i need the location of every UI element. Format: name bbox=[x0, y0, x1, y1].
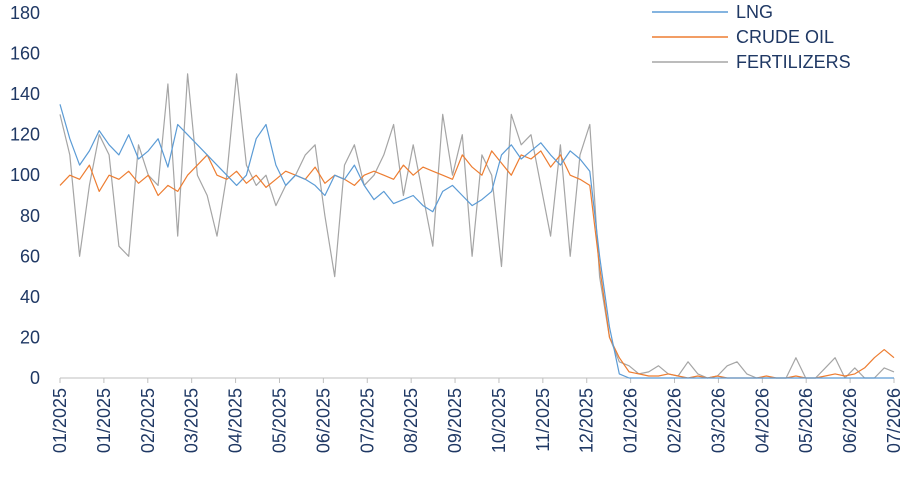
x-tick-label: 01/2026 bbox=[621, 388, 641, 453]
legend: LNG CRUDE OIL FERTILIZERS bbox=[652, 2, 851, 72]
x-tick-label: 03/2025 bbox=[182, 388, 202, 453]
x-tick-label: 05/2025 bbox=[269, 388, 289, 453]
x-tick-label: 09/2025 bbox=[445, 388, 465, 453]
x-tick-label: 05/2026 bbox=[796, 388, 816, 453]
y-tick-label: 100 bbox=[10, 165, 40, 185]
y-tick-label: 0 bbox=[30, 368, 40, 388]
series-line-crude-oil bbox=[59, 150, 895, 379]
series-line-lng bbox=[59, 104, 894, 379]
x-tick-label: 08/2025 bbox=[401, 388, 421, 453]
series-line-fertilizers bbox=[59, 73, 895, 379]
x-axis-tick-labels: 01/2025 01/2025 02/2025 03/2025 04/2025 05/20… bbox=[50, 388, 904, 453]
x-tick-label: 12/2025 bbox=[577, 388, 597, 453]
series-lines bbox=[59, 73, 895, 379]
y-tick-label: 20 bbox=[20, 327, 40, 347]
x-tick-label: 07/2025 bbox=[357, 388, 377, 453]
x-tick-label: 07/2026 bbox=[884, 388, 904, 453]
legend-label: FERTILIZERS bbox=[736, 52, 851, 72]
x-tick-label: 10/2025 bbox=[489, 388, 509, 453]
y-tick-label: 40 bbox=[20, 287, 40, 307]
legend-label: CRUDE OIL bbox=[736, 27, 834, 47]
x-tick-label: 11/2025 bbox=[533, 388, 553, 452]
y-tick-label: 160 bbox=[10, 44, 40, 64]
y-tick-label: 80 bbox=[20, 206, 40, 226]
y-axis-tick-labels: 0 20 40 60 80 100 120 140 160 180 bbox=[10, 3, 40, 388]
x-tick-label: 02/2026 bbox=[665, 388, 685, 453]
x-tick-label: 02/2025 bbox=[138, 388, 158, 453]
x-axis-tick-marks bbox=[59, 378, 895, 383]
x-tick-label: 01/2025 bbox=[50, 388, 70, 453]
y-tick-label: 140 bbox=[10, 84, 40, 104]
x-tick-label: 04/2026 bbox=[752, 388, 772, 453]
y-tick-label: 180 bbox=[10, 3, 40, 23]
x-tick-label: 06/2026 bbox=[840, 388, 860, 453]
x-tick-label: 03/2026 bbox=[708, 388, 728, 453]
x-tick-label: 06/2025 bbox=[313, 388, 333, 453]
legend-label: LNG bbox=[736, 2, 773, 22]
x-tick-label: 01/2025 bbox=[94, 388, 114, 453]
x-tick-label: 04/2025 bbox=[226, 388, 246, 453]
y-tick-label: 120 bbox=[10, 125, 40, 145]
y-tick-label: 60 bbox=[20, 246, 40, 266]
